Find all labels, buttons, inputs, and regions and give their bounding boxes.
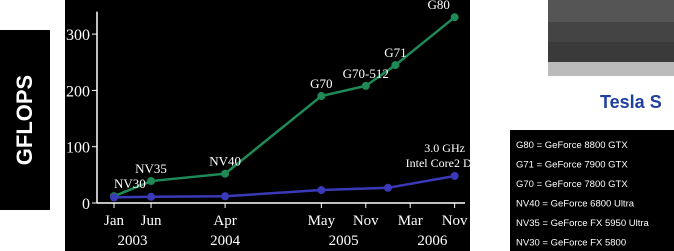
y-tick-label: 300	[66, 27, 90, 44]
legend-entry: NV35 = GeForce FX 5950 Ultra	[516, 218, 650, 229]
page: {"chart_data": {"type": "line", "y_label…	[0, 0, 674, 251]
series-annotation: Intel Core2 Duo	[406, 156, 484, 170]
x-tick-label: May	[308, 213, 336, 229]
point-label: NV35	[135, 161, 167, 176]
data-point	[384, 184, 392, 192]
x-tick-label: Mar	[398, 213, 423, 229]
slide: GFLOPS Tesla S 0 100 200 300 Jan Jun Apr May Nov…	[0, 0, 674, 251]
x-year-label: 2004	[210, 233, 241, 249]
legend-entry: G70 = GeForce 7800 GTX	[516, 179, 628, 190]
series-annotation: 3.0 GHz	[424, 141, 465, 155]
data-point	[221, 192, 229, 200]
legend-entry: G80 = GeForce 8800 GTX	[516, 140, 628, 151]
point-label: G71	[384, 45, 406, 60]
y-axis-label: GFLOPS	[12, 75, 37, 165]
data-point	[317, 186, 325, 194]
data-point	[451, 172, 459, 180]
legend-entry: NV30 = GeForce FX 5800	[516, 238, 626, 249]
legend-entry: NV40 = GeForce 6800 Ultra	[516, 199, 635, 210]
legend-entry: G71 = GeForce 7900 GTX	[516, 160, 628, 171]
product-title: Tesla S	[600, 92, 662, 112]
x-year-label: 2005	[329, 233, 359, 249]
x-tick-label: Nov	[442, 213, 468, 229]
point-label: G70	[310, 76, 332, 91]
point-label: NV30	[114, 176, 146, 191]
y-tick-label: 0	[82, 196, 90, 213]
data-point	[110, 193, 118, 201]
data-point	[451, 13, 459, 21]
x-year-label: 2003	[118, 233, 148, 249]
server-image	[548, 0, 674, 76]
y-tick-label: 100	[66, 140, 90, 157]
x-tick-label: Jan	[104, 213, 124, 229]
x-tick-label: Apr	[213, 213, 236, 229]
data-point	[147, 193, 155, 201]
data-point	[391, 61, 399, 69]
y-tick-label: 200	[66, 83, 90, 100]
x-year-label: 2006	[417, 233, 448, 249]
point-label: NV40	[209, 154, 241, 169]
point-label: G70-512	[343, 66, 389, 81]
data-point	[362, 82, 370, 90]
data-point	[317, 92, 325, 100]
x-tick-label: Nov	[353, 213, 379, 229]
point-label: G80	[427, 0, 449, 12]
data-point	[221, 170, 229, 178]
x-tick-label: Jun	[141, 213, 162, 229]
data-point	[147, 177, 155, 185]
